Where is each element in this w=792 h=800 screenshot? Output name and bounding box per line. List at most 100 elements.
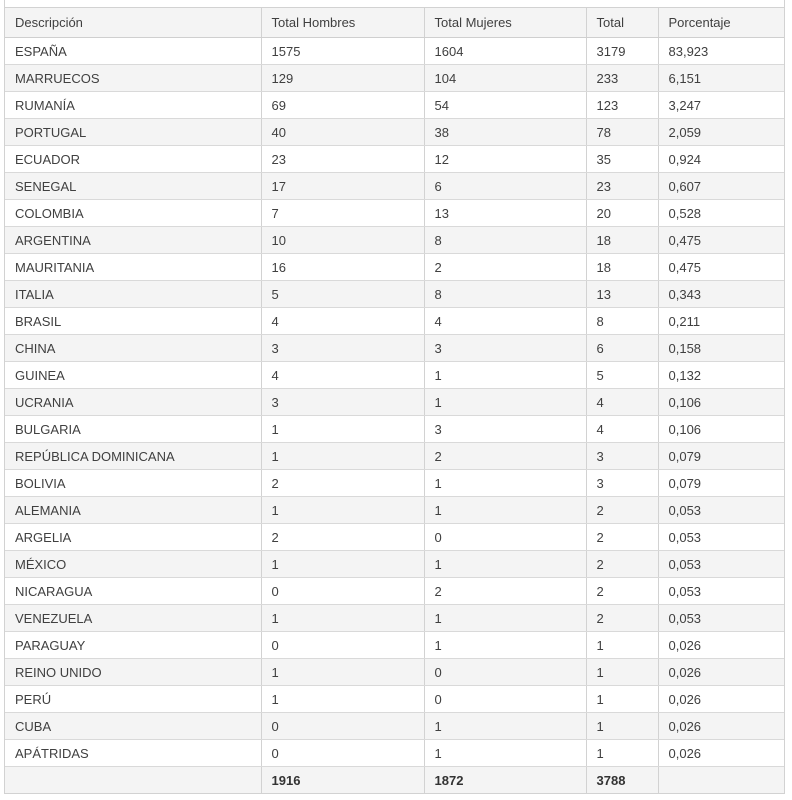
table-row: MAURITANIA 16 2 18 0,475 [5, 253, 784, 281]
cell-hombres: 1 [261, 685, 425, 713]
cell-hombres: 40 [261, 118, 425, 146]
cell-mujeres: 2 [424, 253, 587, 281]
cell-mujeres: 1 [424, 496, 587, 524]
cell-porcentaje: 0,211 [658, 307, 784, 335]
table-row: ARGENTINA 10 8 18 0,475 [5, 226, 784, 254]
cell-hombres: 3 [261, 334, 425, 362]
table-row: CHINA 3 3 6 0,158 [5, 334, 784, 362]
cell-hombres: 16 [261, 253, 425, 281]
table-row: SENEGAL 17 6 23 0,607 [5, 172, 784, 200]
cell-porcentaje: 0,475 [658, 226, 784, 254]
cell-hombres: 1 [261, 415, 425, 443]
table-row: NICARAGUA 0 2 2 0,053 [5, 577, 784, 605]
cell-total: 1 [586, 631, 659, 659]
totals-cell-descripcion [5, 766, 262, 794]
cell-hombres: 1 [261, 550, 425, 578]
cell-porcentaje: 0,132 [658, 361, 784, 389]
table-row: PARAGUAY 0 1 1 0,026 [5, 631, 784, 659]
cell-porcentaje: 0,026 [658, 712, 784, 740]
cell-descripcion: PORTUGAL [5, 118, 262, 146]
totals-cell-hombres: 1916 [261, 766, 425, 794]
cell-hombres: 129 [261, 64, 425, 92]
cell-porcentaje: 0,053 [658, 523, 784, 551]
cell-mujeres: 1 [424, 388, 587, 416]
cell-total: 2 [586, 604, 659, 632]
cell-mujeres: 1 [424, 739, 587, 767]
cell-mujeres: 0 [424, 658, 587, 686]
header-row: Descripción Total Hombres Total Mujeres … [5, 7, 784, 38]
table-row: UCRANIA 3 1 4 0,106 [5, 388, 784, 416]
totals-cell-total: 3788 [586, 766, 659, 794]
column-header-total-hombres: Total Hombres [261, 7, 425, 38]
cell-descripcion: MÉXICO [5, 550, 262, 578]
table-row: PERÚ 1 0 1 0,026 [5, 685, 784, 713]
cell-descripcion: RUMANÍA [5, 91, 262, 119]
table-row: MÉXICO 1 1 2 0,053 [5, 550, 784, 578]
cell-mujeres: 8 [424, 280, 587, 308]
cell-hombres: 0 [261, 712, 425, 740]
cell-mujeres: 1 [424, 361, 587, 389]
cell-hombres: 4 [261, 307, 425, 335]
cell-total: 6 [586, 334, 659, 362]
table-row: BULGARIA 1 3 4 0,106 [5, 415, 784, 443]
cell-mujeres: 1 [424, 712, 587, 740]
cell-mujeres: 0 [424, 685, 587, 713]
table-row: CUBA 0 1 1 0,026 [5, 712, 784, 740]
cell-total: 123 [586, 91, 659, 119]
table-row: GUINEA 4 1 5 0,132 [5, 361, 784, 389]
cell-total: 13 [586, 280, 659, 308]
totals-cell-mujeres: 1872 [424, 766, 587, 794]
cell-mujeres: 1 [424, 469, 587, 497]
cell-porcentaje: 0,343 [658, 280, 784, 308]
table-body: ESPAÑA 1575 1604 3179 83,923 MARRUECOS 129 104 2… [5, 37, 784, 767]
cell-descripcion: BULGARIA [5, 415, 262, 443]
totals-row: 1916 1872 3788 [5, 766, 784, 794]
cell-mujeres: 54 [424, 91, 587, 119]
cell-total: 8 [586, 307, 659, 335]
cell-porcentaje: 6,151 [658, 64, 784, 92]
table-row: REINO UNIDO 1 0 1 0,026 [5, 658, 784, 686]
cell-hombres: 0 [261, 577, 425, 605]
cell-hombres: 69 [261, 91, 425, 119]
cell-mujeres: 0 [424, 523, 587, 551]
cell-mujeres: 12 [424, 145, 587, 173]
cell-hombres: 4 [261, 361, 425, 389]
cell-descripcion: SENEGAL [5, 172, 262, 200]
cell-descripcion: UCRANIA [5, 388, 262, 416]
cell-porcentaje: 3,247 [658, 91, 784, 119]
cell-descripcion: PERÚ [5, 685, 262, 713]
column-header-total: Total [586, 7, 659, 38]
table-row: ESPAÑA 1575 1604 3179 83,923 [5, 37, 784, 65]
cell-total: 35 [586, 145, 659, 173]
cell-total: 233 [586, 64, 659, 92]
cell-total: 18 [586, 253, 659, 281]
cell-total: 23 [586, 172, 659, 200]
cell-total: 3 [586, 469, 659, 497]
cell-total: 3 [586, 442, 659, 470]
cell-porcentaje: 0,475 [658, 253, 784, 281]
cell-descripcion: ESPAÑA [5, 37, 262, 65]
cell-mujeres: 3 [424, 334, 587, 362]
table-row: REPÚBLICA DOMINICANA 1 2 3 0,079 [5, 442, 784, 470]
cell-descripcion: REINO UNIDO [5, 658, 262, 686]
cell-total: 78 [586, 118, 659, 146]
table-row: ECUADOR 23 12 35 0,924 [5, 145, 784, 173]
cell-hombres: 3 [261, 388, 425, 416]
cell-porcentaje: 0,026 [658, 631, 784, 659]
cell-total: 1 [586, 712, 659, 740]
cell-mujeres: 1 [424, 631, 587, 659]
cell-porcentaje: 0,106 [658, 388, 784, 416]
cell-descripcion: CUBA [5, 712, 262, 740]
cell-total: 1 [586, 739, 659, 767]
cell-total: 20 [586, 199, 659, 227]
table-row: RUMANÍA 69 54 123 3,247 [5, 91, 784, 119]
table-row: VENEZUELA 1 1 2 0,053 [5, 604, 784, 632]
cell-hombres: 0 [261, 631, 425, 659]
cell-mujeres: 1 [424, 604, 587, 632]
cell-descripcion: ARGELIA [5, 523, 262, 551]
cell-hombres: 2 [261, 523, 425, 551]
cell-porcentaje: 0,079 [658, 469, 784, 497]
cell-porcentaje: 0,053 [658, 550, 784, 578]
cell-total: 5 [586, 361, 659, 389]
